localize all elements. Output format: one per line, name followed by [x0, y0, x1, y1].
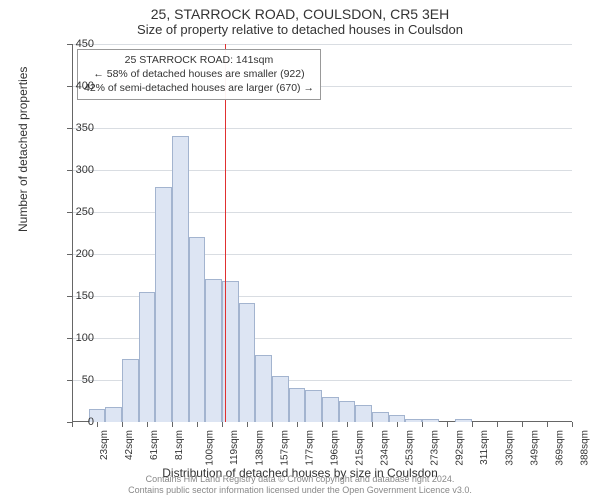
footer-attribution: Contains HM Land Registry data © Crown c…	[0, 474, 600, 497]
xtick-mark	[247, 422, 248, 427]
gridline	[72, 128, 572, 129]
xtick-label: 119sqm	[229, 430, 240, 465]
histogram-bar	[255, 355, 272, 422]
ytick-label: 100	[54, 332, 94, 344]
histogram-bar	[105, 407, 122, 422]
histogram-bar	[155, 187, 172, 422]
xtick-label: 42sqm	[124, 430, 135, 460]
footer-line2: Contains public sector information licen…	[0, 485, 600, 496]
xtick-mark	[522, 422, 523, 427]
y-axis-line	[72, 44, 73, 422]
xtick-label: 253sqm	[405, 430, 416, 466]
histogram-bar	[305, 390, 322, 422]
plot-inner: 23sqm42sqm61sqm81sqm100sqm119sqm138sqm15…	[72, 44, 572, 422]
xtick-mark	[297, 422, 298, 427]
xtick-label: 215sqm	[355, 430, 366, 466]
histogram-bar	[272, 376, 289, 422]
histogram-bar	[139, 292, 156, 422]
histogram-bar	[189, 237, 206, 422]
histogram-bar	[405, 419, 422, 422]
xtick-mark	[222, 422, 223, 427]
xtick-label: 61sqm	[149, 430, 160, 460]
histogram-bar	[339, 401, 356, 422]
gridline	[72, 44, 572, 45]
annotation-line1: 25 STARROCK ROAD: 141sqm	[84, 53, 314, 67]
histogram-bar	[122, 359, 139, 422]
xtick-mark	[97, 422, 98, 427]
title-address: 25, STARROCK ROAD, COULSDON, CR5 3EH	[0, 6, 600, 22]
ytick-label: 150	[54, 290, 94, 302]
xtick-label: 311sqm	[479, 430, 490, 465]
xtick-label: 157sqm	[280, 430, 291, 466]
histogram-bar	[289, 388, 306, 422]
xtick-label: 388sqm	[580, 430, 591, 466]
histogram-bar	[372, 412, 389, 422]
footer-line1: Contains HM Land Registry data © Crown c…	[0, 474, 600, 485]
histogram-bar	[389, 415, 406, 422]
xtick-mark	[547, 422, 548, 427]
ytick-label: 200	[54, 248, 94, 260]
xtick-label: 369sqm	[555, 430, 566, 466]
xtick-mark	[122, 422, 123, 427]
xtick-mark	[322, 422, 323, 427]
histogram-bar	[205, 279, 222, 422]
annotation-line3: 42% of semi-detached houses are larger (…	[84, 81, 314, 95]
xtick-mark	[497, 422, 498, 427]
xtick-mark	[172, 422, 173, 427]
ytick-label: 450	[54, 38, 94, 50]
xtick-label: 81sqm	[174, 430, 185, 460]
xtick-mark	[572, 422, 573, 427]
histogram-bar	[355, 405, 372, 422]
histogram-bar	[455, 419, 472, 422]
xtick-label: 138sqm	[255, 430, 266, 466]
xtick-mark	[347, 422, 348, 427]
xtick-mark	[147, 422, 148, 427]
annotation-line2: ← 58% of detached houses are smaller (92…	[84, 67, 314, 81]
xtick-label: 273sqm	[430, 430, 441, 466]
xtick-label: 100sqm	[205, 430, 216, 466]
gridline	[72, 170, 572, 171]
gridline	[72, 212, 572, 213]
xtick-label: 196sqm	[330, 430, 341, 466]
xtick-label: 349sqm	[530, 430, 541, 466]
xtick-label: 177sqm	[305, 430, 316, 466]
gridline	[72, 254, 572, 255]
annotation-box: 25 STARROCK ROAD: 141sqm← 58% of detache…	[77, 49, 321, 100]
histogram-bar	[172, 136, 189, 422]
ytick-label: 50	[54, 374, 94, 386]
title-subtitle: Size of property relative to detached ho…	[0, 22, 600, 37]
xtick-label: 23sqm	[99, 430, 110, 460]
y-axis-label: Number of detached properties	[16, 67, 30, 232]
xtick-mark	[372, 422, 373, 427]
ytick-label: 350	[54, 122, 94, 134]
histogram-bar	[422, 419, 439, 422]
chart-title-area: 25, STARROCK ROAD, COULSDON, CR5 3EH Siz…	[0, 6, 600, 37]
ytick-label: 400	[54, 80, 94, 92]
histogram-bar	[322, 397, 339, 422]
xtick-label: 234sqm	[380, 430, 391, 466]
xtick-mark	[447, 422, 448, 427]
histogram-bar	[239, 303, 256, 422]
ytick-label: 300	[54, 164, 94, 176]
xtick-label: 292sqm	[455, 430, 466, 466]
xtick-mark	[197, 422, 198, 427]
xtick-mark	[397, 422, 398, 427]
ytick-label: 0	[54, 416, 94, 428]
ytick-label: 250	[54, 206, 94, 218]
xtick-mark	[422, 422, 423, 427]
xtick-label: 330sqm	[505, 430, 516, 466]
xtick-mark	[472, 422, 473, 427]
plot-area: 23sqm42sqm61sqm81sqm100sqm119sqm138sqm15…	[72, 44, 572, 422]
marker-line	[225, 44, 226, 422]
xtick-mark	[272, 422, 273, 427]
